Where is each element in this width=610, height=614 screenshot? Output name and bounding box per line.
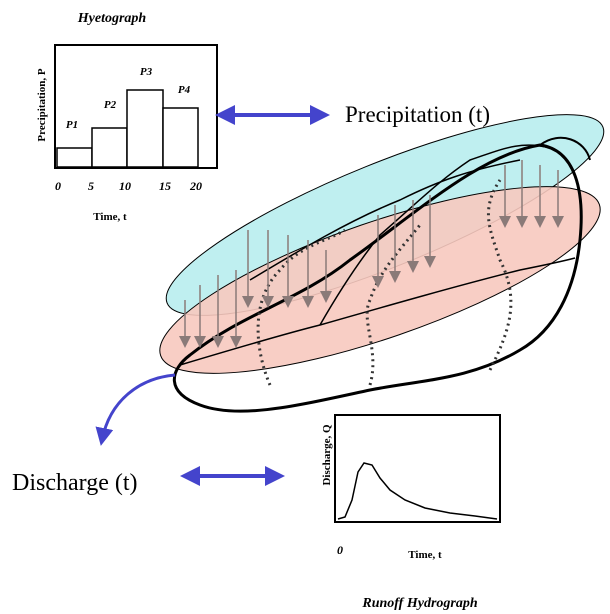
bar [91,127,128,168]
bar [126,89,164,168]
bar-label: P3 [140,66,153,78]
sub-basin-divides [256,179,513,386]
bar-label: P2 [104,99,117,111]
bar [56,147,93,168]
x-axis-label: Time, t [408,549,442,561]
x-tick-label: 0 [55,179,61,193]
y-axis-label: Discharge, Q [321,424,333,486]
rain-arrows [179,160,564,348]
y-axis-label: Precipitation, P [36,68,48,141]
boundary-edge [539,136,591,161]
x-tick-label: 20 [189,179,202,193]
hydrograph-title: Runoff Hydrograph [361,596,477,611]
bar [162,107,199,168]
hydrograph-curve [337,462,498,520]
hyetograph-bars [56,89,199,168]
x-tick-label: 5 [88,179,94,193]
hyetograph-title: Hyetograph [77,11,147,26]
origin-label: 0 [337,543,343,557]
precipitation-label: Precipitation (t) [345,102,490,127]
outlet-arrow [95,373,176,446]
bar-label: P1 [66,119,78,131]
double-arrow [215,105,330,125]
x-axis-label: Time, t [93,211,127,223]
double-arrow [180,466,285,486]
hyetograph-frame [54,44,218,169]
bar-label: P4 [178,84,191,96]
x-tick-label: 10 [119,179,131,193]
hydrograph-frame [334,414,501,523]
discharge-label: Discharge (t) [12,470,138,496]
watershed-boundary [172,143,583,413]
streams [179,144,576,366]
x-tick-label: 15 [159,179,171,193]
